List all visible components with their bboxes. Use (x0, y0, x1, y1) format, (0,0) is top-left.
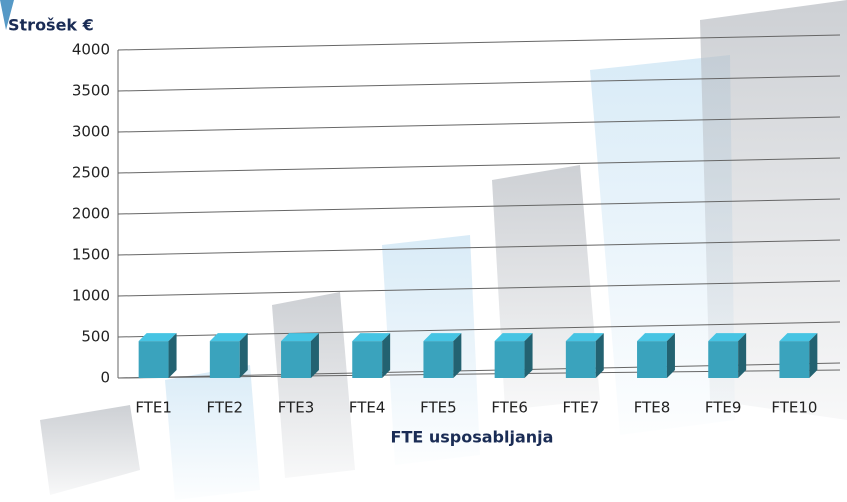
bar (352, 341, 382, 378)
bar (423, 341, 453, 378)
bar (281, 341, 311, 378)
x-tick-label: FTE4 (349, 399, 386, 417)
x-tick-label: FTE9 (705, 399, 742, 417)
x-tick-label: FTE7 (563, 399, 600, 417)
x-axis-title: FTE usposabljanja (391, 428, 554, 447)
x-tick-label: FTE2 (207, 399, 244, 417)
y-tick-label: 3500 (72, 82, 110, 100)
y-tick-label: 1500 (72, 246, 110, 264)
x-tick-label: FTE6 (491, 399, 528, 417)
bar (779, 341, 809, 378)
bar (210, 341, 240, 378)
x-tick-label: FTE5 (420, 399, 457, 417)
y-tick-label: 500 (81, 328, 110, 346)
x-tick-label: FTE10 (771, 399, 817, 417)
y-tick-label: 0 (100, 369, 110, 387)
bar (139, 341, 169, 378)
chart: Strošek € FTE usposabljanja 0 500 1000 1500… (0, 0, 847, 502)
y-tick-label: 2000 (72, 205, 110, 223)
page: {"chart_data": {"type": "bar", "title": … (0, 0, 847, 502)
x-tick-label: FTE8 (634, 399, 671, 417)
y-tick-label: 2500 (72, 164, 110, 182)
background-decoration (0, 0, 847, 500)
y-tick-label: 3000 (72, 123, 110, 141)
bar (637, 341, 667, 378)
chart-title: Strošek € (8, 16, 94, 35)
bar (708, 341, 738, 378)
y-tick-label: 1000 (72, 287, 110, 305)
y-tick-label: 4000 (72, 41, 110, 59)
x-tick-label: FTE3 (278, 399, 315, 417)
x-tick-label: FTE1 (135, 399, 172, 417)
bar (566, 341, 596, 378)
bar (495, 341, 525, 378)
